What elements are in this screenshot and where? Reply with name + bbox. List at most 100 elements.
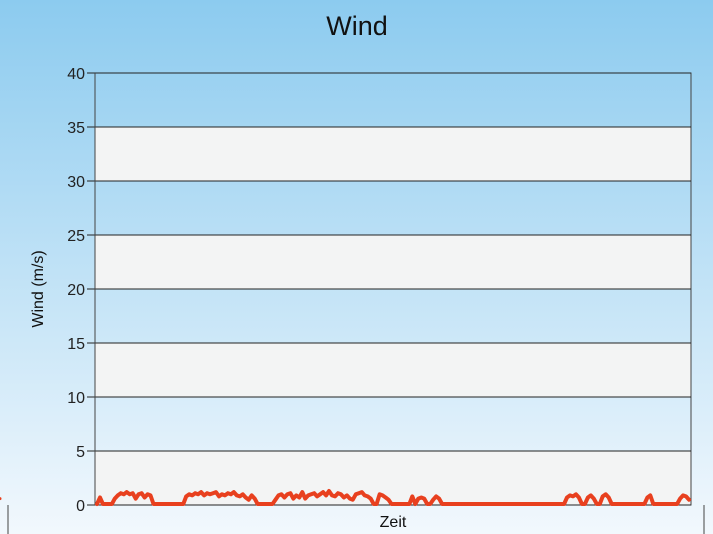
y-tick-label: 40 (67, 66, 85, 83)
data-point (613, 502, 617, 506)
y-tick-label: 35 (67, 120, 85, 137)
data-point (235, 493, 239, 497)
data-point (470, 502, 474, 506)
gridlines (95, 72, 691, 506)
data-point (645, 496, 649, 499)
data-point (428, 502, 432, 506)
data-point (172, 502, 176, 506)
data-point (586, 496, 590, 499)
data-point (187, 492, 191, 496)
data-point (122, 492, 126, 496)
data-point (488, 502, 492, 506)
data-point (687, 498, 691, 502)
data-point (452, 502, 456, 506)
data-point (455, 502, 459, 506)
y-tick-label: 25 (67, 228, 85, 245)
data-point (562, 502, 566, 506)
data-point (253, 497, 257, 501)
data-point (494, 502, 498, 506)
data-point (297, 496, 301, 499)
data-point (345, 493, 349, 497)
data-point (178, 502, 182, 506)
data-point (315, 494, 319, 498)
data-point (107, 502, 111, 506)
data-point (485, 502, 489, 506)
alternating-bands (95, 127, 691, 505)
data-point (544, 502, 548, 506)
data-point (443, 502, 447, 506)
data-point (199, 490, 203, 494)
data-point (419, 496, 423, 499)
data-point (407, 502, 411, 506)
data-point (390, 502, 393, 506)
y-tick-label: 15 (67, 336, 85, 353)
data-point (473, 502, 477, 506)
data-point (202, 493, 206, 497)
plot-band (95, 343, 691, 397)
data-point (140, 491, 144, 495)
data-point (146, 492, 150, 496)
data-point (491, 502, 495, 506)
data-point (449, 502, 453, 506)
data-point (155, 502, 158, 506)
data-point (393, 502, 396, 506)
data-point (342, 496, 346, 499)
data-point (416, 497, 420, 501)
data-point (398, 502, 402, 506)
data-point (247, 498, 251, 502)
data-point (265, 502, 269, 506)
data-point (372, 502, 376, 506)
data-point (217, 494, 221, 498)
data-point (565, 496, 569, 499)
data-point (0, 497, 2, 501)
data-point (663, 502, 667, 506)
data-point (262, 502, 266, 506)
data-point (214, 490, 218, 494)
data-point (193, 491, 197, 495)
data-point (598, 502, 602, 506)
data-point (226, 491, 230, 495)
data-point (321, 490, 325, 494)
data-point (330, 493, 334, 497)
data-point (520, 502, 524, 506)
data-point (437, 497, 441, 501)
data-point (309, 492, 313, 496)
data-point (446, 502, 450, 506)
data-point (378, 492, 382, 496)
data-point (396, 502, 399, 506)
data-point (190, 493, 194, 497)
y-tick-label: 10 (67, 390, 85, 407)
data-point (104, 502, 108, 506)
data-point (208, 492, 212, 496)
data-point (169, 502, 173, 506)
data-point (184, 494, 188, 498)
data-point (351, 498, 355, 502)
data-point (583, 502, 587, 506)
data-point (500, 502, 504, 506)
y-axis-ticks: 0 5 10 15 20 25 30 35 40 (67, 66, 95, 515)
data-point (375, 502, 379, 506)
data-point (277, 493, 280, 497)
data-point (205, 491, 209, 495)
data-point (610, 502, 614, 506)
data-point (431, 498, 435, 502)
data-point (211, 491, 215, 495)
data-point (678, 497, 682, 501)
data-point (422, 497, 426, 501)
data-point (220, 492, 224, 496)
data-point (181, 502, 185, 506)
data-point (657, 502, 661, 506)
data-point (574, 492, 578, 496)
data-point (550, 502, 554, 506)
data-point (306, 493, 310, 497)
data-point (291, 497, 295, 501)
x-axis-label: Zeit (380, 514, 407, 531)
data-point (125, 490, 129, 494)
data-point (110, 502, 114, 506)
data-point (601, 494, 605, 498)
data-point (131, 491, 135, 495)
data-point (256, 502, 260, 506)
data-point (506, 502, 509, 506)
data-point (529, 502, 533, 506)
data-point (556, 502, 560, 506)
